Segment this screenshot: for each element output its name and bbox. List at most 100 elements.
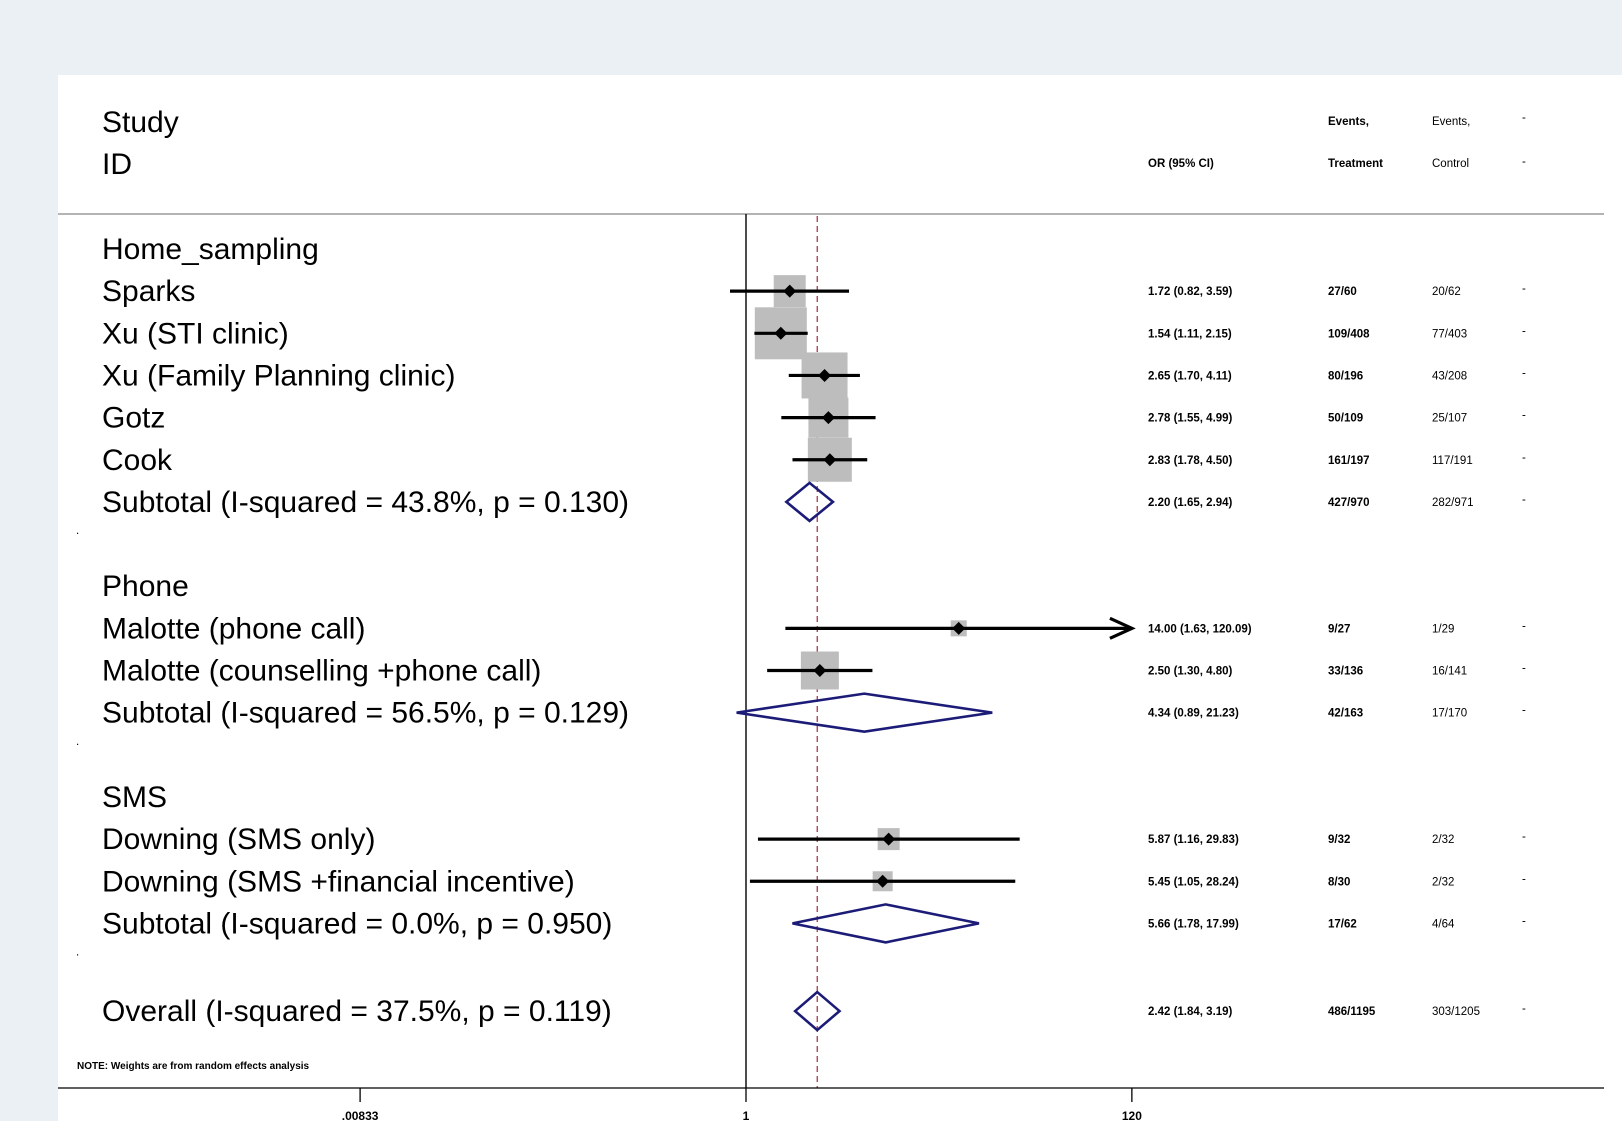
study-label: Downing (SMS only)	[102, 823, 375, 856]
row-spacer-dot: .	[76, 947, 79, 959]
ci-text: 1.72 (0.82, 3.59)	[1148, 286, 1233, 298]
events-treatment: 109/408	[1328, 328, 1370, 340]
events-control: 77/403	[1432, 328, 1467, 340]
x-axis-ticks: .00833 1 120	[342, 1088, 1142, 1121]
point-estimate	[774, 326, 788, 340]
plot-background	[58, 75, 1622, 1121]
weight-text: -	[1522, 915, 1526, 927]
group-label: Home_sampling	[102, 233, 319, 266]
ci-text: 5.87 (1.16, 29.83)	[1148, 834, 1239, 846]
ci-text: 2.42 (1.84, 3.19)	[1148, 1006, 1233, 1018]
weight-text: -	[1522, 620, 1526, 632]
subtotal-label: Subtotal (I-squared = 0.0%, p = 0.950)	[102, 907, 612, 940]
header-events-control-1: Events,	[1432, 116, 1470, 128]
point-estimate	[813, 664, 827, 677]
header-events-control-2: Control	[1432, 158, 1469, 170]
group-label: SMS	[102, 781, 167, 814]
events-treatment: 9/27	[1328, 623, 1350, 635]
events-control: 17/170	[1432, 708, 1467, 720]
header-weight-2: -	[1522, 156, 1526, 168]
x-tick-label: .00833	[342, 1109, 379, 1121]
header-or-ci: OR (95% CI)	[1148, 158, 1214, 170]
subtotal-label: Subtotal (I-squared = 56.5%, p = 0.129)	[102, 697, 629, 730]
weight-text: -	[1522, 873, 1526, 885]
events-treatment: 427/970	[1328, 497, 1370, 509]
weight-text: -	[1522, 283, 1526, 295]
weight-text: -	[1522, 367, 1526, 379]
ci-text: 1.54 (1.11, 2.15)	[1148, 328, 1232, 340]
events-control: 117/191	[1432, 455, 1473, 467]
ci-text: 2.65 (1.70, 4.11)	[1148, 370, 1232, 382]
header-study: Study	[102, 106, 179, 139]
study-label: Gotz	[102, 402, 165, 435]
events-treatment: 42/163	[1328, 708, 1363, 720]
weight-text: -	[1522, 831, 1526, 843]
study-label: Cook	[102, 444, 173, 477]
ci-text: 14.00 (1.63, 120.09)	[1148, 623, 1252, 635]
subtotal-diamond	[792, 903, 980, 944]
events-control: 4/64	[1432, 918, 1455, 930]
subtotal-diamond	[736, 692, 993, 733]
ci-arrow	[1109, 616, 1136, 640]
footnote: NOTE: Weights are from random effects an…	[77, 1061, 310, 1072]
events-control: 282/971	[1432, 497, 1474, 509]
events-control: 20/62	[1432, 286, 1461, 298]
study-label: Sparks	[102, 275, 195, 308]
ci-text: 4.34 (0.89, 21.23)	[1148, 708, 1239, 720]
ci-text: 2.78 (1.55, 4.99)	[1148, 413, 1233, 425]
weight-text: -	[1522, 1003, 1526, 1015]
events-control: 43/208	[1432, 370, 1467, 382]
weight-text: -	[1522, 325, 1526, 337]
header-events-treatment-1: Events,	[1328, 116, 1369, 128]
events-treatment: 17/62	[1328, 918, 1357, 930]
point-estimate	[882, 832, 896, 846]
weight-text: -	[1522, 663, 1526, 675]
x-tick-label: 1	[743, 1109, 750, 1121]
header-weight-1: -	[1522, 112, 1526, 124]
events-treatment: 80/196	[1328, 370, 1363, 382]
events-control: 16/141	[1432, 666, 1467, 678]
point-estimate	[876, 874, 890, 888]
ci-text: 2.83 (1.78, 4.50)	[1148, 455, 1233, 467]
study-label: Malotte (counselling +phone call)	[102, 655, 541, 688]
x-tick-label: 120	[1122, 1109, 1142, 1121]
weight-text: -	[1522, 452, 1526, 464]
header-events-treatment-2: Treatment	[1328, 158, 1383, 170]
ci-text: 5.66 (1.78, 17.99)	[1148, 918, 1239, 930]
study-label: Downing (SMS +financial incentive)	[102, 865, 575, 898]
row-spacer-dot: .	[76, 525, 79, 537]
point-estimate	[783, 284, 797, 298]
weight-text: -	[1522, 494, 1526, 506]
events-control: 1/29	[1432, 623, 1454, 635]
study-label: Xu (STI clinic)	[102, 317, 289, 350]
marks-layer	[730, 214, 1136, 1088]
group-label: Phone	[102, 570, 189, 603]
events-control: 25/107	[1432, 413, 1467, 425]
weight-text: -	[1522, 705, 1526, 717]
events-treatment: 33/136	[1328, 666, 1363, 678]
rows-layer: Home_sampling Sparks 1.72 (0.82, 3.59) 27/6…	[76, 233, 1526, 1028]
point-estimate	[818, 368, 832, 382]
events-control: 2/32	[1432, 876, 1454, 888]
study-label: Xu (Family Planning clinic)	[102, 359, 455, 392]
ci-text: 2.20 (1.65, 2.94)	[1148, 497, 1233, 509]
events-treatment: 50/109	[1328, 413, 1363, 425]
header-id: ID	[102, 148, 132, 181]
events-treatment: 486/1195	[1328, 1006, 1376, 1018]
overall-diamond	[793, 990, 842, 1032]
row-spacer-dot: .	[76, 736, 79, 748]
events-treatment: 8/30	[1328, 876, 1350, 888]
events-treatment: 9/32	[1328, 834, 1350, 846]
point-estimate	[823, 453, 837, 467]
overall-label: Overall (I-squared = 37.5%, p = 0.119)	[102, 995, 612, 1028]
study-label: Malotte (phone call)	[102, 612, 365, 645]
ci-text: 5.45 (1.05, 28.24)	[1148, 876, 1239, 888]
weight-text: -	[1522, 410, 1526, 422]
point-estimate	[952, 621, 966, 635]
ci-text: 2.50 (1.30, 4.80)	[1148, 666, 1233, 678]
events-treatment: 161/197	[1328, 455, 1370, 467]
point-estimate	[821, 411, 835, 425]
events-treatment: 27/60	[1328, 286, 1357, 298]
subtotal-label: Subtotal (I-squared = 43.8%, p = 0.130)	[102, 486, 629, 519]
